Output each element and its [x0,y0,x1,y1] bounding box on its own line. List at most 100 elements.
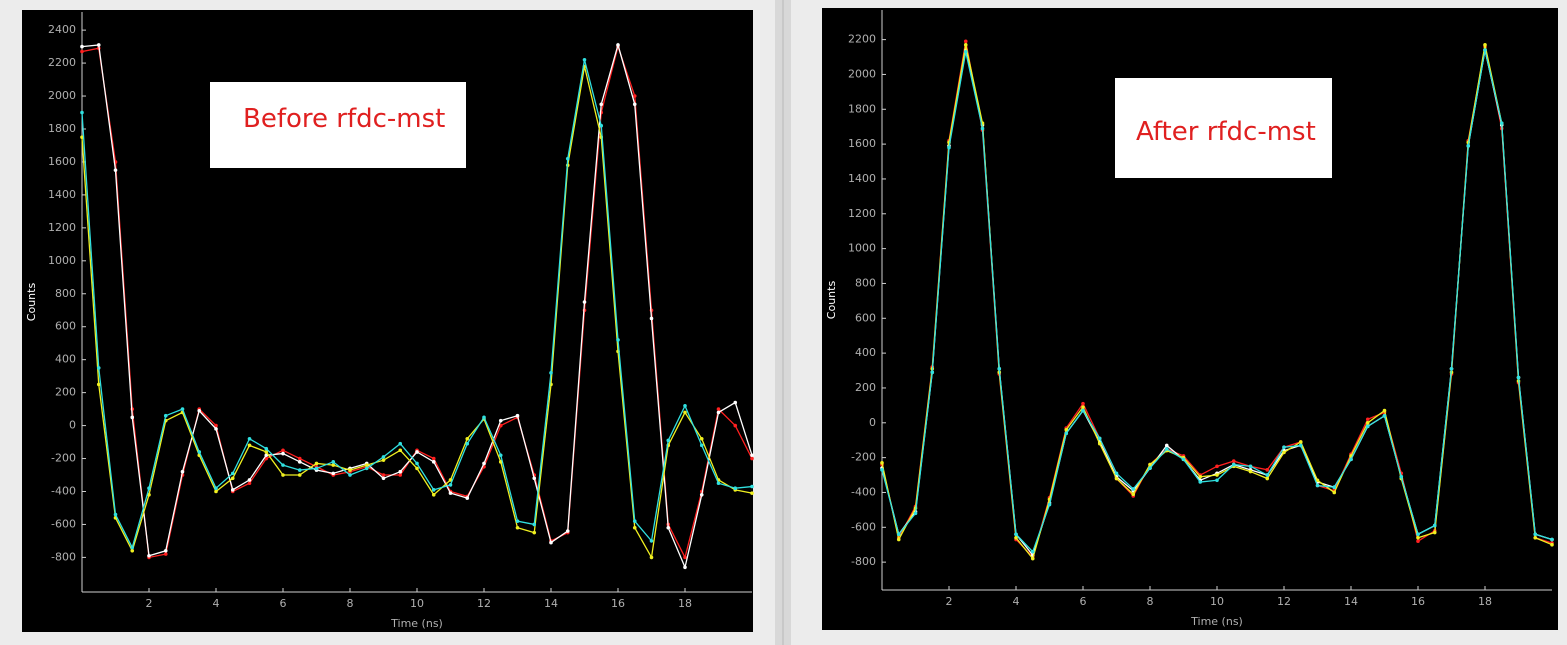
data-point [297,460,302,464]
x-tick-label: 2 [946,595,953,608]
data-point [750,491,754,495]
data-point [649,555,654,560]
data-point [716,410,721,415]
data-point [1332,485,1337,490]
x-tick-label: 8 [347,597,354,610]
data-point [1516,375,1521,380]
data-point [1064,431,1069,436]
data-point [264,450,269,454]
data-point [549,540,553,545]
data-point [947,145,951,150]
data-point [163,552,168,556]
y-tick-label: 800 [855,276,876,289]
x-axis-label: Time (ns) [1190,615,1243,628]
x-tick-label: 12 [477,597,491,610]
data-point [599,123,604,128]
data-point [632,94,637,98]
data-point [1164,447,1169,451]
y-tick-label: 400 [55,353,76,366]
x-tick-label: 2 [146,597,153,610]
y-tick-label: -400 [851,485,876,498]
data-point [331,460,336,464]
data-point [565,156,570,161]
data-point [1198,474,1203,479]
data-point [565,529,570,533]
data-point [465,441,470,446]
data-point [197,408,202,413]
data-point [1365,420,1370,425]
data-point [381,473,386,477]
data-point [297,468,302,472]
data-point [683,410,687,415]
data-point [96,366,101,370]
data-point [1332,490,1337,495]
data-point [716,407,721,411]
data-point [180,469,185,474]
data-point [1399,474,1404,479]
x-tick-label: 10 [1210,595,1224,608]
data-point [398,441,403,446]
data-point [214,486,218,490]
data-point [314,461,319,466]
y-tick-label: -600 [851,520,876,533]
data-point [549,371,553,375]
data-point [1265,476,1270,481]
data-point [264,446,269,451]
data-point [364,463,369,467]
data-point [997,366,1002,371]
annotation-text: After rfdc-mst [1136,117,1316,147]
data-point [733,423,738,428]
data-point [348,473,352,477]
data-point [96,382,101,387]
data-point [1131,492,1136,497]
data-point [1265,473,1270,477]
y-tick-label: 0 [69,419,76,432]
data-point [1231,462,1236,467]
data-point [963,39,968,44]
data-point [398,469,403,474]
data-point [297,473,302,477]
data-point [331,463,336,467]
data-point [683,565,687,570]
data-point [980,126,985,131]
data-point [415,450,419,454]
data-point [230,488,235,492]
data-point [1215,464,1219,469]
data-point [247,443,252,448]
data-point [147,486,151,490]
data-point [147,553,151,558]
data-point [1014,535,1018,540]
data-point [1097,441,1102,446]
data-point [80,49,84,54]
data-point [1483,48,1487,52]
data-point [214,489,218,494]
annotation-box [210,82,466,168]
x-tick-label: 18 [678,597,692,610]
data-point [96,43,101,47]
data-point [1215,478,1219,483]
data-point [448,483,453,487]
y-tick-label: -200 [51,452,76,465]
data-point [666,438,671,443]
data-point [281,463,285,467]
x-tick-label: 18 [1478,595,1492,608]
y-tick-label: 400 [855,346,876,359]
data-point [214,423,218,428]
data-point [381,455,386,459]
data-point [880,461,884,465]
x-tick-label: 4 [1013,595,1020,608]
data-point [1282,450,1286,455]
y-tick-label: 1400 [48,188,76,201]
data-point [699,436,704,441]
data-point [1382,414,1387,418]
data-point [963,50,968,54]
y-axis-label: Counts [25,283,38,322]
data-point [1265,468,1270,472]
data-point [348,468,352,472]
data-point [1349,457,1353,462]
data-point [214,427,218,431]
data-point [431,492,436,497]
data-point [297,456,302,461]
data-point [1298,440,1303,444]
data-point [113,512,118,517]
